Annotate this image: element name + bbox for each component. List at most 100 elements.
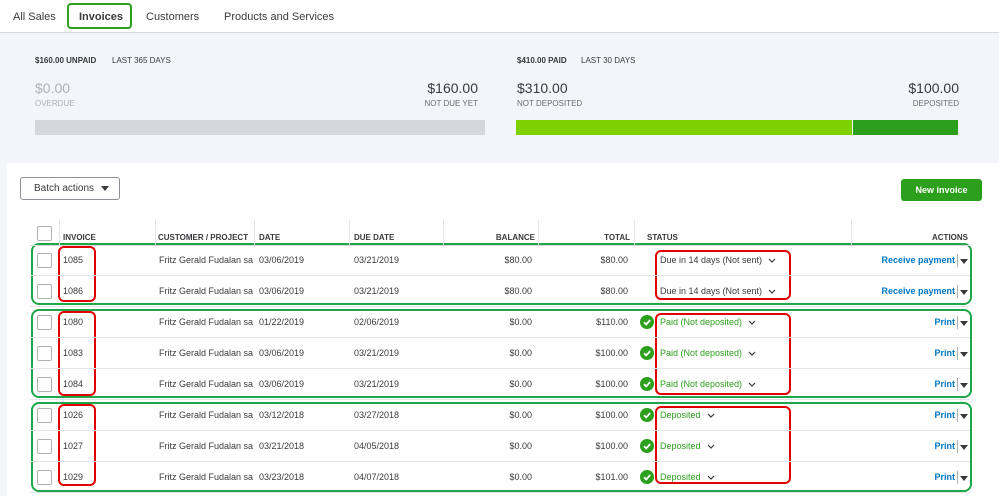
- summary-header: $410.00 PAID: [517, 56, 567, 65]
- batch-actions-button[interactable]: Batch actions: [20, 177, 120, 200]
- checkbox[interactable]: [37, 408, 52, 423]
- progress-bar: [35, 120, 485, 135]
- cell: Fritz Gerald Fudalan sa: [159, 472, 254, 482]
- chevron: [768, 289, 776, 294]
- action-link[interactable]: Receive payment: [881, 255, 955, 265]
- checkbox[interactable]: [37, 346, 52, 361]
- checkbox[interactable]: [37, 377, 52, 392]
- cell: $110.00: [596, 317, 628, 327]
- action-dropdown[interactable]: [960, 290, 968, 299]
- cell: 03/06/2019: [259, 348, 305, 358]
- cell: $0.00: [509, 441, 532, 451]
- check: [643, 350, 651, 357]
- action-divider: [957, 378, 958, 391]
- cell: 01/22/2019: [259, 317, 305, 327]
- cell: 03/12/2018: [259, 410, 305, 420]
- row-divider: [30, 461, 970, 462]
- cell: 1029: [63, 472, 84, 482]
- column-divider: [155, 220, 156, 245]
- status[interactable]: Due in 14 days (Not sent): [660, 245, 777, 276]
- cell: 04/05/2018: [354, 441, 400, 451]
- action-dropdown[interactable]: [960, 383, 968, 392]
- status[interactable]: Paid (Not deposited): [660, 338, 757, 369]
- row-divider: [30, 337, 970, 338]
- column-divider: [349, 220, 350, 245]
- status[interactable]: Due in 14 days (Not sent): [660, 276, 777, 307]
- tab[interactable]: Products and Services: [224, 11, 335, 23]
- action-dropdown[interactable]: [960, 352, 968, 361]
- tab[interactable]: Customers: [146, 11, 200, 23]
- action-link[interactable]: Print: [934, 379, 955, 389]
- annotation-box: [31, 243, 972, 305]
- checkbox[interactable]: [37, 253, 52, 268]
- annotation-box: [655, 406, 791, 484]
- action-divider: [957, 285, 958, 298]
- cell: Fritz Gerald Fudalan sa: [159, 441, 254, 451]
- column-header: BALANCE: [495, 233, 535, 242]
- cell: $0.00: [509, 410, 532, 420]
- cell: 03/21/2018: [259, 441, 305, 451]
- cell: $0.00: [509, 379, 532, 389]
- check: [643, 381, 651, 388]
- cell: $101.00: [595, 472, 628, 482]
- action-dropdown[interactable]: [960, 445, 968, 454]
- column-header: INVOICE: [63, 233, 96, 242]
- cell: $80.00: [600, 255, 628, 265]
- column-divider: [443, 220, 444, 245]
- status[interactable]: Deposited: [660, 400, 716, 431]
- column-header: TOTAL: [604, 233, 630, 242]
- checkbox[interactable]: [37, 439, 52, 454]
- action-dropdown[interactable]: [960, 259, 968, 268]
- column-divider: [59, 220, 60, 245]
- status[interactable]: Deposited: [660, 462, 716, 493]
- action-link[interactable]: Print: [934, 410, 955, 420]
- summary-header: $160.00 UNPAID: [35, 56, 97, 65]
- status[interactable]: Deposited: [660, 431, 716, 462]
- checkbox[interactable]: [37, 470, 52, 485]
- card: [7, 163, 999, 496]
- action-dropdown[interactable]: [960, 476, 968, 485]
- cell: $0.00: [509, 472, 532, 482]
- chevron: [707, 475, 714, 480]
- action-divider: [957, 440, 958, 453]
- action-link[interactable]: Receive payment: [881, 286, 955, 296]
- checkbox[interactable]: [37, 226, 52, 241]
- caret: [101, 186, 109, 195]
- cell: Fritz Gerald Fudalan sa: [159, 348, 254, 358]
- check: [643, 319, 651, 326]
- action-link[interactable]: Print: [934, 348, 955, 358]
- column-divider: [634, 220, 635, 245]
- cell: 03/27/2018: [354, 410, 400, 420]
- cell: Fritz Gerald Fudalan sa: [159, 379, 254, 389]
- cell: 04/07/2018: [354, 472, 400, 482]
- action-link[interactable]: Print: [934, 317, 955, 327]
- status-icon: [640, 315, 654, 329]
- cell: 1080: [63, 317, 84, 327]
- status-icon: [640, 346, 654, 360]
- action-dropdown[interactable]: [960, 414, 968, 423]
- new-invoice-button[interactable]: New invoice: [901, 179, 982, 201]
- chevron: [748, 320, 756, 325]
- check: [643, 412, 651, 419]
- cell: 1086: [63, 286, 84, 296]
- action-link[interactable]: Print: [934, 472, 955, 482]
- status[interactable]: Paid (Not deposited): [660, 307, 757, 338]
- annotation-box: [58, 311, 96, 396]
- annotation-box: [31, 402, 972, 492]
- action-dropdown[interactable]: [960, 321, 968, 330]
- row-divider: [30, 492, 970, 493]
- annotation-box: [31, 309, 972, 398]
- action-link[interactable]: Print: [934, 441, 955, 451]
- status-icon: [640, 377, 654, 391]
- checkbox[interactable]: [37, 284, 52, 299]
- tab[interactable]: Invoices: [79, 11, 124, 23]
- cell: 1084: [63, 379, 84, 389]
- cell: Fritz Gerald Fudalan sa: [159, 317, 254, 327]
- tab[interactable]: All Sales: [13, 11, 56, 23]
- chevron: [768, 258, 776, 263]
- cell: 03/21/2019: [354, 255, 400, 265]
- checkbox[interactable]: [37, 315, 52, 330]
- cell: $80.00: [504, 286, 532, 296]
- status[interactable]: Paid (Not deposited): [660, 369, 757, 400]
- tab-bar: [0, 0, 999, 33]
